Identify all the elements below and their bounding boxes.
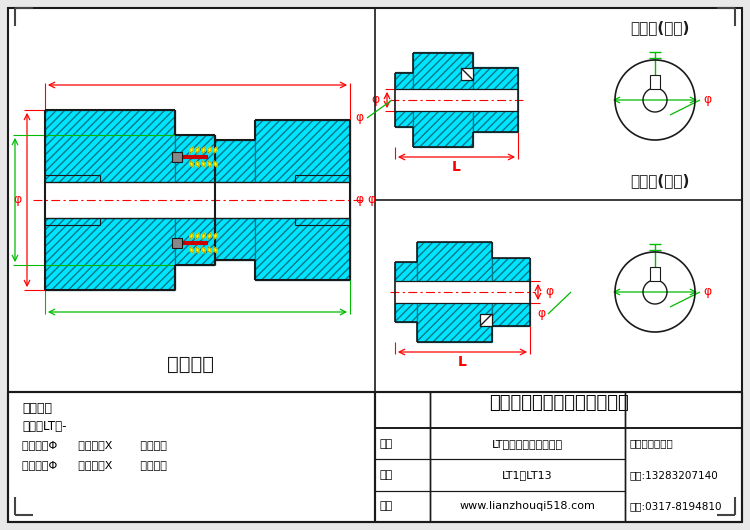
- Polygon shape: [214, 247, 217, 253]
- Polygon shape: [214, 161, 217, 167]
- Text: L: L: [458, 355, 467, 369]
- Polygon shape: [214, 233, 217, 239]
- Text: φ: φ: [368, 193, 376, 207]
- Bar: [480, 314, 492, 326]
- Polygon shape: [208, 161, 211, 167]
- Polygon shape: [196, 147, 199, 153]
- Bar: [461, 68, 473, 80]
- Bar: [395, 72, 413, 127]
- Polygon shape: [196, 247, 199, 253]
- Text: 型号：LT型-: 型号：LT型-: [22, 420, 67, 433]
- Polygon shape: [190, 233, 193, 239]
- Text: 外形尺寸: 外形尺寸: [166, 355, 214, 374]
- Text: 电话:0317-8194810: 电话:0317-8194810: [630, 501, 722, 511]
- Bar: [395, 262, 417, 322]
- Bar: [175, 135, 215, 265]
- Text: L: L: [452, 160, 461, 174]
- Bar: [650, 75, 660, 89]
- Text: φ: φ: [537, 307, 545, 321]
- Bar: [215, 140, 255, 260]
- Bar: [172, 238, 182, 248]
- Text: 主动端(薄盘): 主动端(薄盘): [630, 20, 690, 35]
- Text: 联系人：张经理: 联系人：张经理: [630, 439, 674, 449]
- Polygon shape: [208, 233, 211, 239]
- Bar: [395, 89, 518, 111]
- Bar: [413, 52, 473, 147]
- Bar: [255, 120, 350, 280]
- Bar: [395, 281, 530, 303]
- Text: 从动端(厚盘): 从动端(厚盘): [630, 173, 690, 188]
- Text: 手机:13283207140: 手机:13283207140: [630, 470, 718, 480]
- Text: 从动端：Φ      （孔径）X        （孔长）: 从动端：Φ （孔径）X （孔长）: [22, 460, 166, 470]
- Text: www.lianzhouqi518.com: www.lianzhouqi518.com: [460, 501, 596, 511]
- Text: φ: φ: [356, 193, 364, 207]
- Bar: [650, 267, 660, 281]
- Polygon shape: [202, 161, 205, 167]
- Text: 名称: 名称: [380, 439, 393, 449]
- Polygon shape: [196, 161, 199, 167]
- Text: 适用: 适用: [380, 470, 393, 480]
- Text: φ: φ: [355, 111, 363, 125]
- Text: 主动端：Φ      （孔径）X        （孔长）: 主动端：Φ （孔径）X （孔长）: [22, 440, 166, 450]
- Polygon shape: [208, 247, 211, 253]
- Polygon shape: [202, 233, 205, 239]
- Polygon shape: [202, 247, 205, 253]
- Polygon shape: [190, 147, 193, 153]
- Polygon shape: [190, 247, 193, 253]
- Bar: [172, 152, 182, 162]
- Text: LT1－LT13: LT1－LT13: [503, 470, 553, 480]
- Polygon shape: [196, 233, 199, 239]
- Text: φ: φ: [703, 286, 711, 298]
- Bar: [473, 67, 518, 132]
- Bar: [215, 182, 350, 218]
- Polygon shape: [208, 147, 211, 153]
- Polygon shape: [202, 147, 205, 153]
- Bar: [417, 242, 492, 342]
- Bar: [45, 182, 215, 218]
- Text: 文字标注: 文字标注: [22, 402, 52, 415]
- Text: φ: φ: [703, 93, 711, 107]
- Polygon shape: [214, 147, 217, 153]
- Text: φ: φ: [370, 93, 379, 107]
- Bar: [45, 110, 175, 290]
- Bar: [492, 258, 530, 326]
- Text: LT型弹性套柱销联轴器: LT型弹性套柱销联轴器: [492, 439, 563, 449]
- Text: φ: φ: [13, 193, 21, 207]
- Text: φ: φ: [546, 286, 554, 298]
- Text: 泊头市通佳机械设备有限公司: 泊头市通佳机械设备有限公司: [489, 394, 628, 412]
- Polygon shape: [190, 161, 193, 167]
- Text: 网址: 网址: [380, 501, 393, 511]
